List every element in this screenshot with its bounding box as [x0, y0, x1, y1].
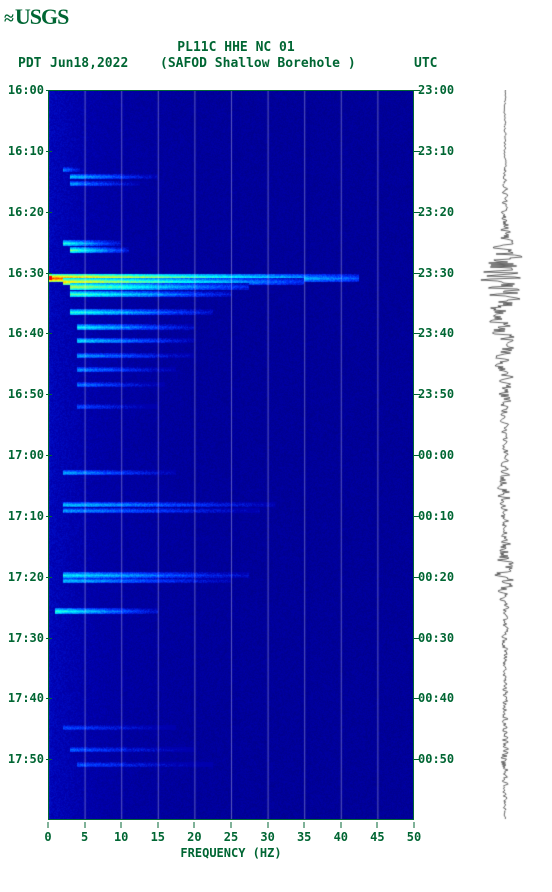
y-tick-left: 17:20 [0, 570, 44, 584]
y-tick-left: 17:00 [0, 448, 44, 462]
x-tick: 35 [297, 830, 311, 844]
y-tick-right: 23:30 [418, 266, 454, 280]
x-tick: 50 [407, 830, 421, 844]
x-tick: 45 [370, 830, 384, 844]
y-tick-right: 00:00 [418, 448, 454, 462]
y-tick-left: 17:40 [0, 691, 44, 705]
x-tick: 30 [260, 830, 274, 844]
y-tick-left: 16:30 [0, 266, 44, 280]
y-tick-right: 23:10 [418, 144, 454, 158]
y-tick-left: 16:10 [0, 144, 44, 158]
y-tick-left: 16:40 [0, 326, 44, 340]
usgs-wave-icon: ≈ [4, 8, 13, 29]
x-tick: 40 [334, 830, 348, 844]
header-date: Jun18,2022 [50, 56, 128, 71]
x-tick: 0 [44, 830, 51, 844]
y-tick-right: 00:20 [418, 570, 454, 584]
y-tick-left: 16:20 [0, 205, 44, 219]
y-tick-right: 00:10 [418, 509, 454, 523]
y-axis-right: 23:0023:1023:2023:3023:4023:5000:0000:10… [418, 90, 468, 820]
y-tick-right: 23:20 [418, 205, 454, 219]
y-tick-right: 23:50 [418, 387, 454, 401]
spectrogram-plot [48, 90, 414, 820]
chart-title-line1: PL11C HHE NC 01 [0, 40, 472, 55]
timezone-left: PDT [18, 56, 41, 71]
x-axis: FREQUENCY (HZ) 05101520253035404550 [48, 822, 414, 872]
y-tick-right: 23:40 [418, 326, 454, 340]
timezone-right: UTC [414, 56, 437, 71]
y-tick-right: 23:00 [418, 83, 454, 97]
x-tick: 15 [151, 830, 165, 844]
station-name: (SAFOD Shallow Borehole ) [160, 56, 356, 71]
y-axis-left: 16:0016:1016:2016:3016:4016:5017:0017:10… [0, 90, 46, 820]
y-tick-left: 17:30 [0, 631, 44, 645]
y-tick-right: 00:50 [418, 752, 454, 766]
y-tick-left: 16:00 [0, 83, 44, 97]
y-tick-left: 17:10 [0, 509, 44, 523]
y-tick-left: 17:50 [0, 752, 44, 766]
y-tick-right: 00:30 [418, 631, 454, 645]
x-tick: 20 [187, 830, 201, 844]
x-tick: 25 [224, 830, 238, 844]
y-tick-right: 00:40 [418, 691, 454, 705]
x-tick: 10 [114, 830, 128, 844]
y-tick-left: 16:50 [0, 387, 44, 401]
x-tick: 5 [81, 830, 88, 844]
usgs-logo: ≈USGS [4, 4, 68, 30]
usgs-logo-text: USGS [15, 4, 68, 29]
seismogram-trace [470, 90, 540, 820]
x-axis-label: FREQUENCY (HZ) [48, 846, 414, 860]
